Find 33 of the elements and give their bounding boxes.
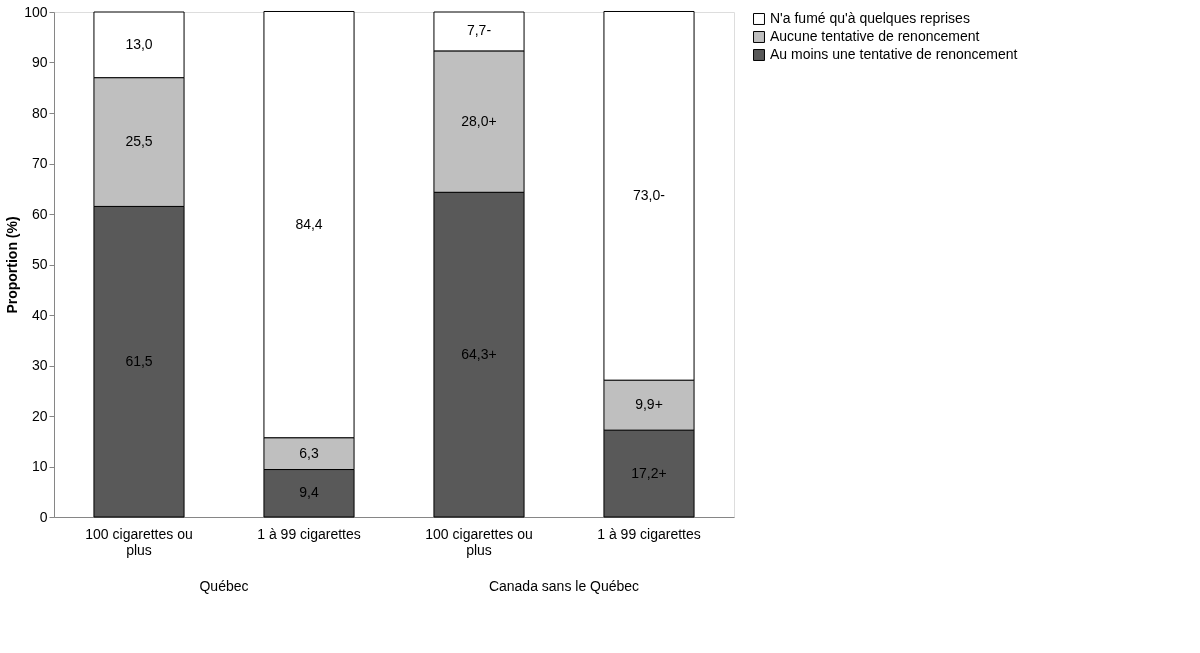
data-label: 61,5 <box>125 352 153 369</box>
legend-label: N'a fumé qu'à quelques reprises <box>770 10 970 26</box>
y-tick-label: 10 <box>31 458 48 474</box>
y-tick-label: 0 <box>39 508 48 525</box>
data-label: 25,5 <box>125 133 153 150</box>
x-tick-label: 1 à 99 cigarettes <box>597 525 701 542</box>
y-tick-label: 60 <box>31 205 48 222</box>
data-label: 64,3+ <box>461 345 497 362</box>
x-tick-label: 1 à 99 cigarettes <box>257 525 361 542</box>
data-label: 9,9+ <box>635 396 663 413</box>
data-label: 28,0+ <box>461 112 497 129</box>
data-label: 9,4 <box>299 484 319 501</box>
y-tick-label: 50 <box>31 256 48 272</box>
data-label: 7,7- <box>466 22 492 39</box>
text: Canada sans le Québec <box>488 578 640 594</box>
y-tick-label: 20 <box>31 407 48 424</box>
y-tick-label: 40 <box>31 306 48 323</box>
legend-label: Aucune tentative de renoncement <box>770 28 980 44</box>
x-tick-label: 100 cigarettes ou plus <box>425 525 533 558</box>
data-label: 73,0- <box>633 186 666 203</box>
data-label: 6,3 <box>299 444 319 461</box>
y-tick-label: 70 <box>31 155 48 171</box>
y-axis-title: Proportion (%) <box>4 216 21 314</box>
text: Québec <box>199 578 249 594</box>
y-tick-label: 80 <box>31 104 48 121</box>
y-tick-label: 30 <box>31 357 48 373</box>
y-tick-label: 100 <box>24 3 48 20</box>
y-tick-label: 90 <box>31 54 48 70</box>
legend-label: Au moins une tentative de renoncement <box>770 46 1018 62</box>
data-label: 17,2+ <box>631 464 667 481</box>
data-label: 13,0 <box>125 35 153 52</box>
x-tick-label: 100 cigarettes ou plus <box>85 525 193 558</box>
data-label: 84,4 <box>295 215 323 232</box>
